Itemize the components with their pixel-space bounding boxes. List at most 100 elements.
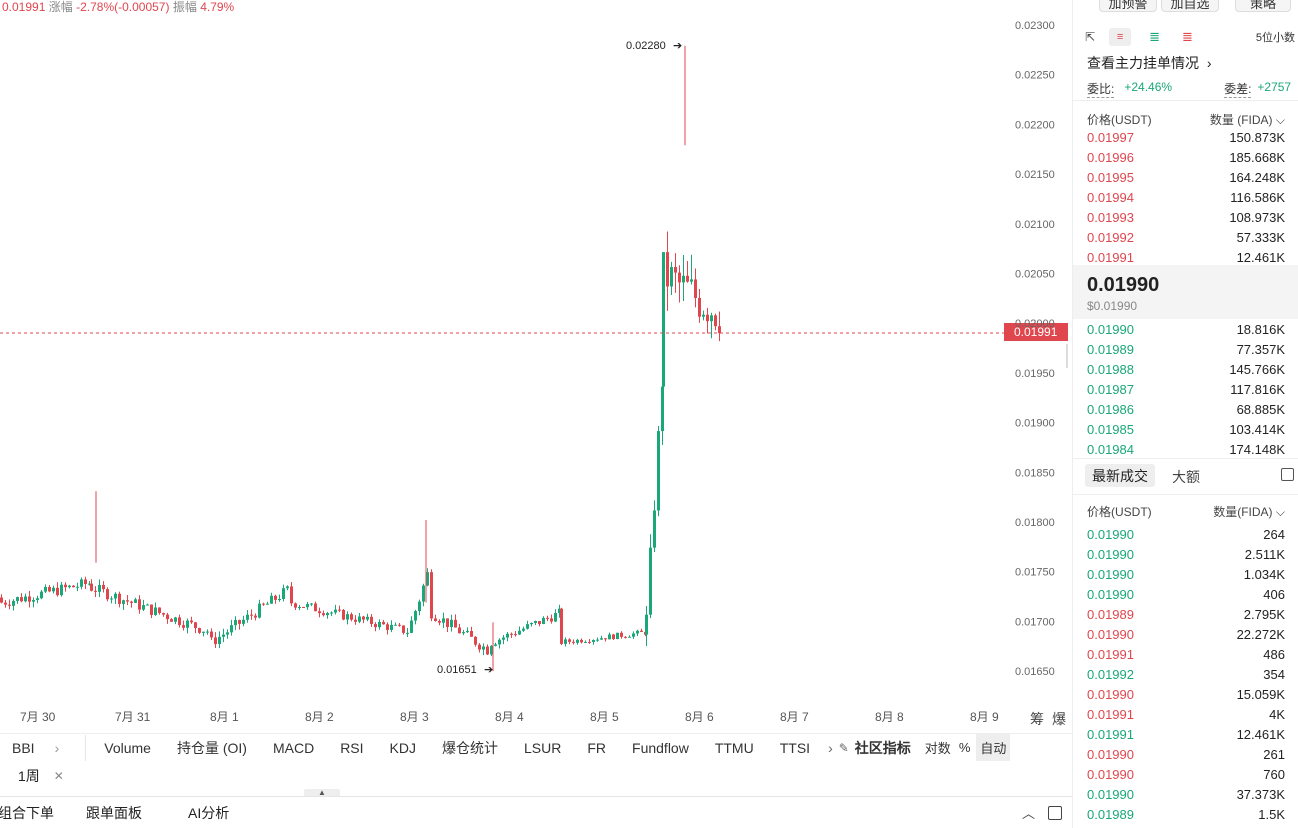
orderbook-both-icon[interactable]: ≡ bbox=[1109, 28, 1132, 46]
bid-row[interactable]: 0.01985 103.414K bbox=[1087, 419, 1285, 439]
orderbook-bids-icon[interactable]: ≣ bbox=[1149, 29, 1160, 44]
indicator-lsur[interactable]: LSUR bbox=[523, 739, 562, 756]
tab-combo-order[interactable]: 组合下单 bbox=[0, 804, 54, 821]
ticker-change-value: -2.78%(-0.00057) bbox=[76, 0, 170, 14]
tab-large-trades[interactable]: 大额 bbox=[1172, 469, 1200, 485]
indicator-ttmu[interactable]: TTMU bbox=[714, 739, 754, 756]
chevron-right-icon[interactable]: › bbox=[828, 739, 833, 756]
trade-price: 0.01990 bbox=[1087, 546, 1134, 562]
candle-body bbox=[76, 586, 79, 588]
candle-body bbox=[226, 632, 229, 635]
chip-distribution-icon[interactable]: 筹 bbox=[1030, 711, 1044, 728]
candle-body bbox=[274, 595, 277, 600]
indicator-kdj[interactable]: KDJ bbox=[389, 739, 416, 756]
ask-row[interactable]: 0.01995 164.248K bbox=[1087, 167, 1285, 187]
bid-row[interactable]: 0.01986 68.885K bbox=[1087, 399, 1285, 419]
ask-row[interactable]: 0.01996 185.668K bbox=[1087, 147, 1285, 167]
ask-qty: 57.333K bbox=[1236, 229, 1285, 245]
trade-row[interactable]: 0.01991 12.461K bbox=[1087, 724, 1285, 744]
indicator-fr[interactable]: FR bbox=[587, 739, 607, 756]
strategy-button[interactable]: 策略 bbox=[1235, 0, 1291, 12]
edit-icon[interactable]: ✎ bbox=[838, 740, 849, 755]
indicator-ttsi[interactable]: TTSI bbox=[779, 739, 811, 756]
low-label: 0.01651 bbox=[437, 664, 477, 676]
trade-row[interactable]: 0.01991 4K bbox=[1087, 704, 1285, 724]
trade-row[interactable]: 0.01990 15.059K bbox=[1087, 684, 1285, 704]
indicator-rsi[interactable]: RSI bbox=[340, 739, 364, 756]
precision-select[interactable]: 5位小数 bbox=[1255, 32, 1295, 44]
trades-header: 价格(USDT) 数量(FIDA) ⌵ bbox=[1087, 503, 1285, 520]
trade-row[interactable]: 0.01990 760 bbox=[1087, 764, 1285, 784]
indicator-liq-stats[interactable]: 爆仓统计 bbox=[441, 739, 498, 756]
candle-body bbox=[498, 639, 501, 645]
trade-row[interactable]: 0.01990 406 bbox=[1087, 584, 1285, 604]
trade-row[interactable]: 0.01990 37.373K bbox=[1087, 784, 1285, 804]
trade-price: 0.01991 bbox=[1087, 726, 1134, 742]
candle-body bbox=[470, 630, 473, 637]
indicator-bbi[interactable]: BBI bbox=[12, 739, 35, 756]
add-alert-button[interactable]: 加预警 bbox=[1099, 0, 1157, 12]
bid-row[interactable]: 0.01984 174.148K bbox=[1087, 439, 1285, 459]
community-indicators[interactable]: 社区指标 bbox=[854, 739, 911, 756]
tab-copy-panel[interactable]: 跟单面板 bbox=[86, 804, 142, 821]
trade-row[interactable]: 0.01990 2.511K bbox=[1087, 544, 1285, 564]
bid-row[interactable]: 0.01989 77.357K bbox=[1087, 339, 1285, 359]
candle-body bbox=[386, 624, 389, 630]
add-favorite-button[interactable]: 加自选 bbox=[1161, 0, 1219, 12]
ask-row[interactable]: 0.01991 12.461K bbox=[1087, 247, 1285, 267]
close-icon[interactable]: ✕ bbox=[53, 769, 64, 783]
candle-body bbox=[596, 639, 599, 641]
popout-icon[interactable] bbox=[1048, 806, 1062, 820]
candle-body bbox=[450, 619, 453, 628]
ask-row[interactable]: 0.01997 150.873K bbox=[1087, 127, 1285, 147]
trade-qty: 760 bbox=[1263, 766, 1285, 782]
candle-body bbox=[584, 641, 587, 643]
tab-latest-trades[interactable]: 最新成交 bbox=[1085, 464, 1155, 487]
bid-row[interactable]: 0.01987 117.816K bbox=[1087, 379, 1285, 399]
large-trades-checkbox[interactable] bbox=[1281, 468, 1294, 481]
log-scale-toggle[interactable]: 对数 bbox=[924, 741, 951, 756]
ask-row[interactable]: 0.01994 116.586K bbox=[1087, 187, 1285, 207]
trade-row[interactable]: 0.01990 1.034K bbox=[1087, 564, 1285, 584]
ask-row[interactable]: 0.01992 57.333K bbox=[1087, 227, 1285, 247]
trade-row[interactable]: 0.01990 264 bbox=[1087, 524, 1285, 544]
panel-toggle-handle[interactable] bbox=[1066, 344, 1068, 368]
diff-value: +2757 bbox=[1257, 80, 1292, 94]
panel-collapse-handle[interactable]: ▲ bbox=[304, 789, 340, 797]
candle-body bbox=[282, 588, 285, 599]
candle-body bbox=[362, 616, 365, 620]
trade-row[interactable]: 0.01989 2.795K bbox=[1087, 604, 1285, 624]
candle-body bbox=[8, 604, 11, 606]
trade-row[interactable]: 0.01990 22.272K bbox=[1087, 624, 1285, 644]
date-tick: 8月 1 bbox=[210, 710, 239, 724]
liquidation-icon[interactable]: 爆 bbox=[1052, 712, 1066, 728]
tab-ai-analysis[interactable]: AI分析 bbox=[188, 804, 230, 821]
bid-row[interactable]: 0.01988 145.766K bbox=[1087, 359, 1285, 379]
main-orders-link[interactable]: 查看主力挂单情况 › bbox=[1087, 53, 1212, 73]
trade-row[interactable]: 0.01990 261 bbox=[1087, 744, 1285, 764]
candle-body bbox=[278, 598, 281, 600]
ask-row[interactable]: 0.01993 108.973K bbox=[1087, 207, 1285, 227]
trades-qty-header[interactable]: 数量(FIDA) ⌵ bbox=[1213, 503, 1285, 520]
trade-row[interactable]: 0.01992 354 bbox=[1087, 664, 1285, 684]
trade-row[interactable]: 0.01991 486 bbox=[1087, 644, 1285, 664]
chevron-right-icon[interactable]: › bbox=[54, 739, 60, 756]
bid-price: 0.01984 bbox=[1087, 441, 1134, 457]
orderbook-asks-icon[interactable]: ≣ bbox=[1181, 29, 1193, 44]
candlestick-chart[interactable]: 0.01991 0.02300 0.02250 0.02200 0.02150 0.02… bbox=[0, 14, 1068, 730]
chevron-up-icon[interactable]: ︿ bbox=[1022, 806, 1036, 821]
indicator-oi[interactable]: 持仓量 (OI) bbox=[176, 739, 247, 756]
candle-body bbox=[56, 587, 59, 596]
orderbook-header: 价格(USDT) 数量 (FIDA) ⌵ bbox=[1087, 111, 1285, 128]
bid-row[interactable]: 0.01990 18.816K bbox=[1087, 319, 1285, 339]
trade-row[interactable]: 0.01989 1.5K bbox=[1087, 804, 1285, 824]
external-link-icon[interactable]: ⇱ bbox=[1085, 30, 1096, 44]
indicator-volume[interactable]: Volume bbox=[104, 739, 151, 756]
ob-qty-header[interactable]: 数量 (FIDA) ⌵ bbox=[1210, 111, 1285, 128]
price-tick: 0.01900 bbox=[1015, 418, 1055, 430]
indicator-fundflow[interactable]: Fundflow bbox=[632, 739, 689, 756]
percent-scale-toggle[interactable]: % bbox=[958, 740, 971, 755]
auto-scale-toggle[interactable]: 自动 bbox=[976, 734, 1011, 761]
indicator-macd[interactable]: MACD bbox=[272, 739, 315, 756]
period-tag[interactable]: 1周 bbox=[18, 768, 40, 784]
